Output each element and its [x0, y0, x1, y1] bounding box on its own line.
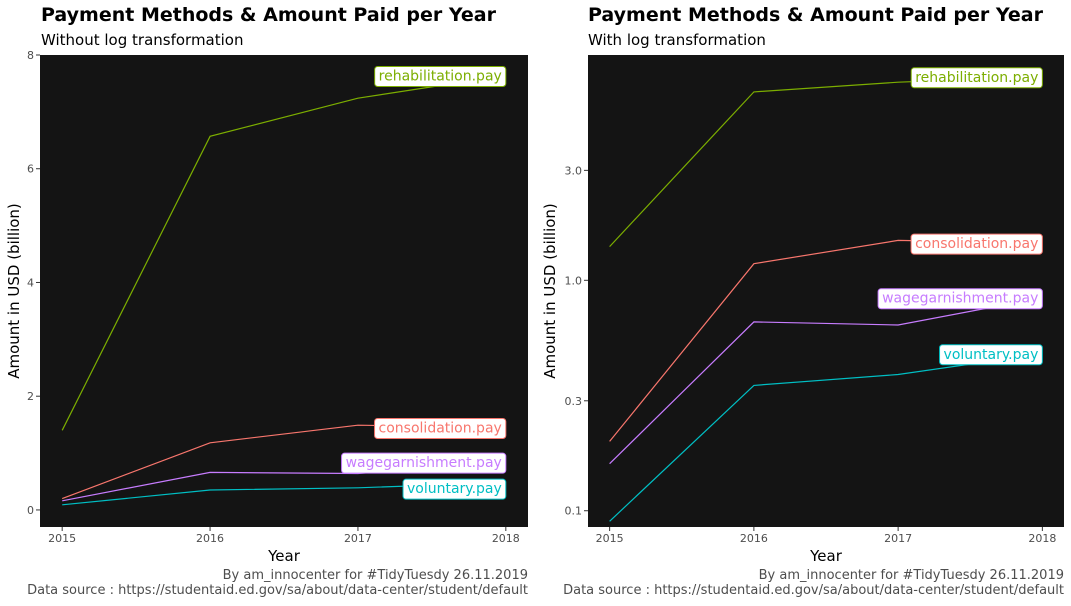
label-box	[910, 233, 1043, 255]
label-text: wagegarnishment.pay	[882, 291, 1038, 307]
series-end-label-voluntary: voluntary.pay	[939, 344, 1043, 366]
y-tick-label: 0	[27, 504, 34, 517]
line-chart-linear: 2015 2016 2017 2018 0 2 4 6 8 Year Amount in USD (…	[5, 49, 528, 565]
label-text: voluntary.pay	[407, 481, 502, 497]
series-line-wagegarnishment	[609, 297, 1043, 465]
left-chart-panel: Payment Methods & Amount Paid per Year W…	[0, 0, 535, 606]
x-tick-label: 2016	[740, 532, 768, 545]
label-text: rehabilitation.pay	[915, 70, 1038, 86]
y-tick-label: 6	[27, 163, 34, 176]
chart-subtitle: Without log transformation	[41, 31, 244, 49]
data-source-caption: Data source : https://studentaid.ed.gov/…	[563, 583, 1064, 598]
y-tick-label: 0.1	[565, 505, 583, 518]
label-text: consolidation.pay	[379, 420, 502, 436]
series-end-label-consolidation: consolidation.pay	[910, 233, 1043, 255]
series-end-label-wagegarnishment: wagegarnishment.pay	[877, 288, 1043, 310]
series-end-label-wagegarnishment: wagegarnishment.pay	[341, 452, 507, 474]
plot-background	[40, 55, 528, 527]
x-tick-label: 2016	[196, 532, 224, 545]
data-source-caption: Data source : https://studentaid.ed.gov/…	[27, 583, 528, 598]
chart-title: Payment Methods & Amount Paid per Year	[588, 4, 1043, 26]
x-axis-label: Year	[809, 547, 843, 565]
label-box	[939, 344, 1043, 366]
x-tick-label: 2017	[344, 532, 372, 545]
series-end-label-rehabilitation: rehabilitation.pay	[910, 67, 1043, 89]
y-tick-label: 2	[27, 390, 34, 403]
credit-caption: By am_innocenter for #TidyTuesdy 26.11.2…	[222, 568, 528, 583]
series-end-label-consolidation: consolidation.pay	[374, 417, 507, 439]
y-tick-label: 1.0	[565, 274, 583, 287]
label-box	[374, 65, 507, 87]
label-text: rehabilitation.pay	[379, 68, 502, 84]
x-axis-label: Year	[267, 547, 301, 565]
x-tick-label: 2018	[1028, 532, 1056, 545]
x-tick-label: 2015	[596, 532, 624, 545]
x-tick-label: 2018	[492, 532, 520, 545]
series-end-label-rehabilitation: rehabilitation.pay	[374, 65, 507, 87]
chart-title: Payment Methods & Amount Paid per Year	[41, 4, 496, 26]
y-tick-label: 8	[27, 49, 34, 62]
label-text: voluntary.pay	[944, 347, 1039, 363]
label-text: consolidation.pay	[915, 236, 1038, 252]
label-text: wagegarnishment.pay	[346, 455, 502, 471]
label-box	[910, 67, 1043, 89]
label-box	[877, 288, 1043, 310]
credit-caption: By am_innocenter for #TidyTuesdy 26.11.2…	[758, 568, 1064, 583]
right-chart-panel: Payment Methods & Amount Paid per Year W…	[536, 0, 1071, 606]
x-tick-label: 2015	[48, 532, 76, 545]
chart-subtitle: With log transformation	[588, 31, 766, 49]
label-box	[341, 452, 507, 474]
label-box	[402, 478, 507, 500]
x-tick-label: 2017	[884, 532, 912, 545]
label-box	[374, 417, 507, 439]
y-axis-label: Amount in USD (billion)	[541, 203, 559, 379]
y-tick-label: 4	[27, 276, 34, 289]
y-tick-label: 0.3	[565, 395, 583, 408]
y-tick-label: 3.0	[565, 164, 583, 177]
series-end-label-voluntary: voluntary.pay	[402, 478, 507, 500]
y-axis-label: Amount in USD (billion)	[5, 203, 23, 379]
line-chart-log: 2015 2016 2017 2018 0.1 0.3 1.0 3.0 Year Amount i…	[541, 55, 1064, 565]
